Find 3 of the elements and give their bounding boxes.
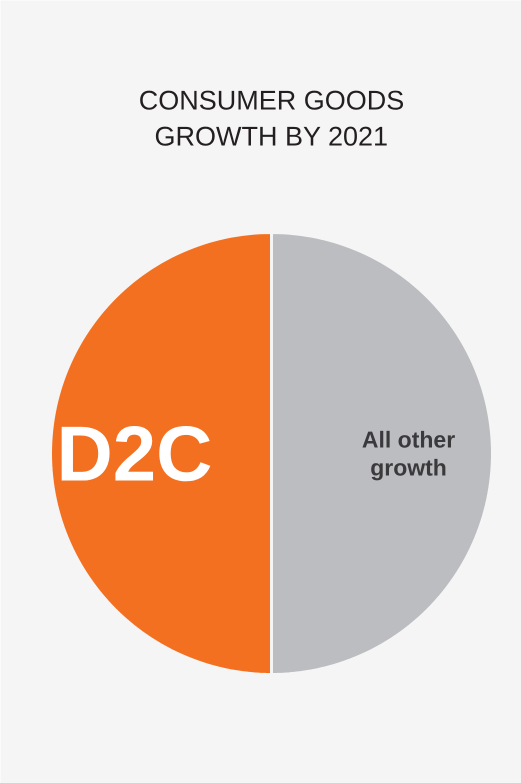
slice-label: All other growth (362, 426, 456, 480)
chart-title: CONSUMER GOODS GROWTH BY 2021 (138, 86, 404, 152)
slice-label: D2C (56, 410, 213, 498)
